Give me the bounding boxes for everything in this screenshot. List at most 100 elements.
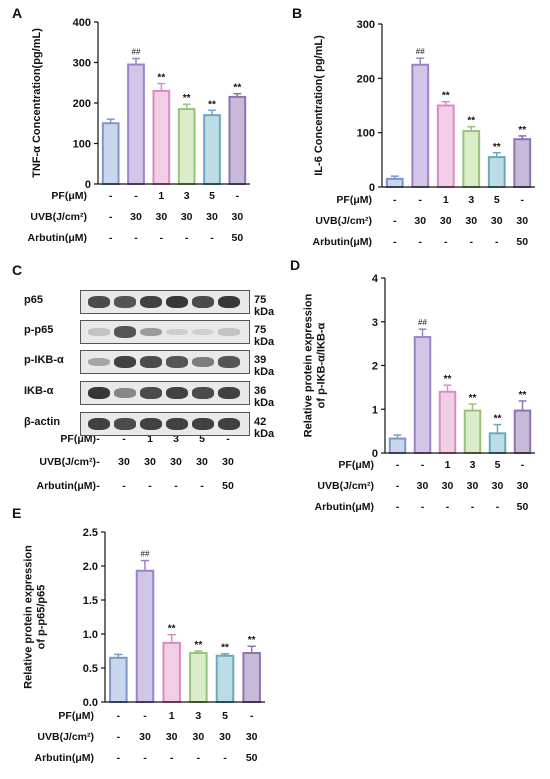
blot-band: [166, 386, 188, 400]
treatment-cell: 30: [246, 731, 258, 743]
treatment-cell: -: [96, 433, 100, 445]
treatment-cell: 30: [517, 480, 529, 492]
blot-band: [192, 328, 214, 336]
bar: [101, 122, 120, 185]
treatment-cell: -: [226, 433, 230, 445]
treatment-cell: -: [197, 752, 201, 764]
treatment-cell: -: [470, 236, 474, 248]
bar: [438, 390, 457, 454]
blot-row: p-p65 75 kDa: [0, 320, 275, 348]
treatment-cell: 30: [139, 731, 151, 743]
treatment-cell: 1: [147, 433, 153, 445]
y-tick-label: 1.5: [83, 595, 98, 607]
blot-band: [114, 296, 136, 308]
bar: [411, 63, 430, 188]
treatment-cell: 30: [516, 215, 528, 227]
y-tick-label: 0.0: [83, 697, 98, 709]
molecular-weight-label: 36 kDa: [254, 385, 275, 409]
treatment-cell: -: [109, 190, 113, 202]
treatment-cell: -: [185, 232, 189, 244]
blot-strip: [80, 350, 250, 374]
treatment-cell: -: [421, 501, 425, 513]
treatment-cell: -: [96, 456, 100, 468]
treatment-cell: 5: [222, 710, 228, 722]
molecular-weight-label: 39 kDa: [254, 354, 275, 378]
treatment-row-label: PF(μM): [51, 190, 87, 202]
significance-mark: ##: [132, 47, 141, 56]
treatment-cell: 30: [442, 480, 454, 492]
treatment-cell: 30: [166, 731, 178, 743]
y-axis-label: Relative protein expression: [23, 545, 35, 689]
treatment-cell: -: [210, 232, 214, 244]
treatment-cell: 1: [169, 710, 175, 722]
treatment-row-label: Arbutin(μM): [315, 501, 375, 513]
blot-band: [140, 356, 162, 368]
bar: [388, 437, 407, 454]
treatment-cell: 50: [231, 232, 243, 244]
treatment-row-label: UVB(J/cm²): [37, 731, 94, 743]
bar: [177, 108, 196, 185]
blot-row: p-IKB-α 39 kDa: [0, 350, 275, 378]
y-tick-label: 100: [357, 128, 375, 140]
significance-mark: **: [467, 116, 475, 127]
panel-letter-A: A: [12, 5, 22, 21]
treatment-cell: 3: [195, 710, 201, 722]
treatment-row-label: PF(μM): [336, 194, 372, 206]
treatment-cell: 3: [184, 190, 190, 202]
treatment-cell: 5: [494, 194, 500, 206]
treatment-cell: 30: [417, 480, 429, 492]
molecular-weight-label: 75 kDa: [254, 294, 275, 318]
significance-mark: **: [194, 640, 202, 651]
blot-strip: [80, 290, 250, 314]
y-tick-label: 1.0: [83, 629, 98, 641]
y-axis-label: Relative protein expression: [303, 293, 315, 437]
blot-band: [140, 327, 162, 337]
treatment-row-label: Arbutin(μM): [35, 752, 95, 764]
blot-band: [140, 387, 162, 399]
significance-mark: **: [469, 393, 477, 404]
treatment-cell: -: [444, 236, 448, 248]
treatment-cell: 30: [465, 215, 477, 227]
blot-band: [88, 417, 110, 431]
bar: [513, 409, 532, 454]
treatment-cell: -: [419, 236, 423, 248]
treatment-cell: -: [396, 480, 400, 492]
treatment-row-label: UVB(J/cm²): [39, 456, 96, 468]
treatment-cell: -: [521, 194, 525, 206]
treatment-cell: -: [419, 194, 423, 206]
treatment-row-label: Arbutin(μM): [313, 236, 373, 248]
significance-mark: **: [493, 142, 501, 153]
treatment-cell: -: [236, 190, 240, 202]
treatment-cell: -: [143, 710, 147, 722]
treatment-cell: -: [109, 232, 113, 244]
bar: [203, 114, 221, 185]
blot-band: [88, 357, 110, 367]
treatment-cell: -: [396, 459, 400, 471]
panel-letter-D: D: [290, 257, 300, 273]
y-tick-label: 0: [85, 179, 91, 191]
treatment-cell: 30: [155, 211, 167, 223]
blot-band: [166, 295, 188, 309]
treatment-cell: -: [117, 752, 121, 764]
molecular-weight-label: 42 kDa: [254, 416, 275, 440]
treatment-cell: 50: [516, 236, 528, 248]
treatment-cell: 1: [158, 190, 164, 202]
significance-mark: ##: [416, 47, 425, 56]
y-tick-label: 2.5: [83, 527, 98, 539]
blot-band: [192, 296, 214, 308]
blot-band: [192, 387, 214, 399]
blot-band: [218, 386, 240, 400]
significance-mark: ##: [141, 550, 150, 559]
y-axis-label: of p-p65/p65: [36, 585, 48, 650]
significance-mark: ##: [418, 318, 427, 327]
treatment-cell: 30: [492, 480, 504, 492]
treatment-cell: 3: [470, 459, 476, 471]
y-tick-label: 1: [372, 404, 378, 416]
treatment-cell: -: [223, 752, 227, 764]
treatment-cell: -: [122, 433, 126, 445]
treatment-cell: -: [393, 215, 397, 227]
y-axis-label: IL-6 Concentration( pg/mL): [313, 35, 325, 176]
bar: [109, 656, 128, 703]
y-tick-label: 200: [73, 98, 91, 110]
treatment-cell: 3: [173, 433, 179, 445]
